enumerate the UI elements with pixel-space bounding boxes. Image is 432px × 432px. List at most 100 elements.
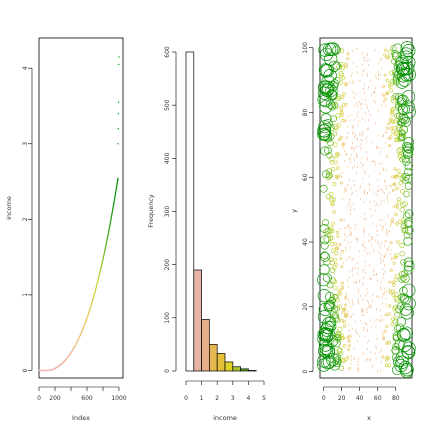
data-point (387, 340, 391, 345)
data-point (333, 242, 338, 246)
histogram-bar (248, 370, 257, 372)
data-point (328, 191, 334, 197)
data-point (381, 355, 385, 358)
data-point (400, 259, 407, 266)
y-tick-label: 1 (22, 293, 29, 297)
data-point (385, 355, 389, 360)
data-point (401, 220, 408, 226)
data-point (383, 48, 388, 52)
data-point (98, 275, 100, 277)
data-point (392, 318, 399, 325)
data-point (389, 112, 394, 117)
data-point (101, 261, 103, 263)
data-point (317, 86, 332, 100)
data-point (110, 217, 112, 219)
data-point (341, 310, 346, 315)
data-point (106, 236, 109, 238)
data-point (385, 324, 389, 329)
data-point (393, 277, 398, 283)
data-point (330, 115, 337, 123)
data-point (399, 207, 405, 213)
data-point (344, 64, 348, 69)
data-point (108, 227, 110, 229)
data-point (339, 218, 343, 222)
data-point (317, 344, 332, 358)
data-point (399, 293, 410, 303)
data-point (102, 256, 104, 258)
data-point (104, 250, 106, 253)
data-point (332, 279, 338, 284)
data-point (396, 200, 401, 205)
data-point (399, 47, 413, 61)
data-point (107, 233, 109, 235)
data-point (112, 208, 114, 210)
data-point (107, 235, 109, 238)
data-point (114, 194, 116, 196)
data-point (384, 313, 388, 317)
data-point (96, 281, 99, 284)
data-point (392, 119, 397, 124)
data-point (339, 257, 343, 261)
data-point (104, 250, 106, 252)
data-point (400, 364, 414, 378)
data-point (388, 288, 392, 292)
plot-frame (38, 37, 124, 379)
data-point (328, 236, 334, 242)
data-point (320, 146, 330, 156)
data-point (391, 130, 396, 135)
data-point (399, 274, 407, 282)
data-point (111, 211, 113, 213)
data-point (396, 240, 400, 244)
data-point (322, 170, 330, 178)
y-tick-label: 0 (22, 368, 29, 372)
data-point (109, 222, 111, 224)
histogram-bar (193, 269, 202, 372)
data-point (335, 230, 340, 235)
data-point (96, 283, 98, 285)
data-points (38, 56, 120, 372)
data-point (390, 220, 394, 224)
data-point (339, 48, 345, 54)
data-point (388, 280, 392, 284)
data-point (95, 288, 97, 290)
data-point (395, 351, 409, 365)
data-point (98, 274, 100, 276)
data-point (115, 186, 118, 188)
data-point (387, 312, 391, 316)
data-point (325, 194, 332, 200)
data-point (397, 104, 409, 115)
data-point (110, 219, 112, 221)
data-point (402, 157, 411, 166)
data-point (95, 286, 97, 288)
data-point (97, 279, 99, 282)
data-point (337, 289, 341, 294)
data-point (399, 188, 405, 194)
data-point (338, 292, 342, 296)
data-point (394, 204, 398, 208)
y-tick-label: 100 (302, 42, 309, 54)
data-point (393, 255, 398, 260)
data-point (385, 91, 389, 95)
data-point (99, 272, 101, 275)
y-axis-label: income (5, 196, 13, 220)
y-tick-label: 2 (22, 217, 29, 221)
data-point (117, 128, 119, 130)
data-point (402, 212, 411, 220)
x-axis: 0 20 40 60 80 (322, 386, 400, 402)
data-point (395, 323, 405, 333)
y-tick-label: 60 (302, 173, 309, 181)
data-point (394, 212, 398, 217)
data-point (332, 61, 341, 70)
data-point (346, 56, 350, 61)
data-point (106, 239, 108, 241)
data-point (332, 311, 339, 319)
data-point (330, 200, 335, 205)
data-point (116, 183, 118, 185)
data-point (99, 270, 101, 272)
data-point (396, 148, 402, 154)
data-point (392, 182, 397, 186)
data-point (116, 181, 118, 183)
data-point (117, 178, 119, 180)
data-point (393, 167, 397, 171)
y-tick-label: 100 (164, 312, 171, 324)
